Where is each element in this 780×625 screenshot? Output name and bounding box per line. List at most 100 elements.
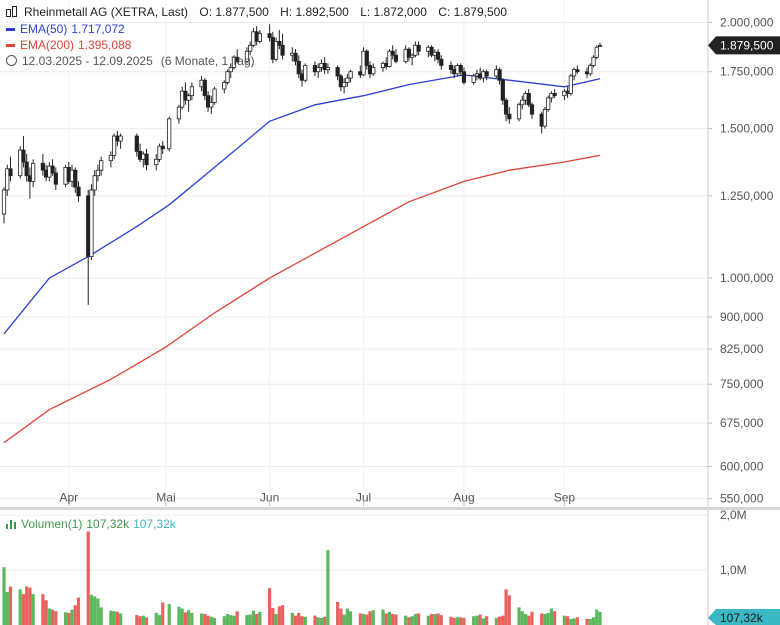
candle (497, 67, 502, 85)
volume-bar (255, 614, 259, 625)
candle-body (568, 75, 573, 94)
candle (157, 143, 162, 163)
volume-bar (99, 607, 103, 625)
volume-bar (553, 611, 557, 625)
volume-bar (225, 614, 230, 625)
date-range-legend[interactable]: 12.03.2025 - 12.09.2025 (6 Monate, 1 Tag) (6, 53, 255, 69)
candle-body (186, 95, 191, 101)
candle (387, 49, 392, 68)
volume-bar (119, 613, 123, 625)
candle (53, 167, 58, 190)
ema200-legend[interactable]: EMA(200) 1.395,088 (6, 37, 131, 53)
ema50-line (3, 74, 601, 335)
volume-bar (206, 615, 210, 625)
candle-body (209, 102, 214, 108)
candle-body (235, 56, 240, 62)
candle (209, 95, 214, 115)
candle (1, 187, 7, 224)
candle (160, 141, 165, 155)
candle-body (8, 168, 13, 177)
candle-body (588, 65, 593, 75)
candle (591, 55, 596, 68)
volume-bar (41, 594, 45, 625)
candle-body (516, 104, 522, 120)
volume-bar (336, 601, 340, 625)
volume-bar (70, 609, 74, 625)
volume-bar (180, 608, 184, 625)
candle-body (387, 50, 392, 67)
high-value: H: 1.892,500 (280, 5, 349, 19)
volume-bar (303, 616, 307, 625)
chart-title-legend: Rheinmetall AG (XETRA, Last) O: 1.877,50… (6, 4, 507, 20)
candle (507, 107, 512, 124)
candle-body (248, 44, 253, 52)
last-price-label: 1.879,500 (720, 38, 774, 52)
candle-body (167, 118, 172, 150)
volume-bar (345, 608, 349, 625)
candle (89, 184, 94, 261)
candle-body (390, 50, 395, 56)
candle-body (416, 44, 421, 52)
volume-bar (439, 615, 443, 625)
candle-body (439, 58, 444, 66)
candle-body (322, 62, 327, 71)
volume-bar (96, 598, 100, 625)
volume-bar (203, 614, 207, 625)
volume-label: Volumen(1) (21, 517, 83, 531)
candle (228, 63, 233, 79)
y-tick-label: 750,000 (720, 377, 764, 391)
volume-bar (433, 614, 437, 625)
candle (273, 37, 279, 62)
candle-body (458, 65, 463, 73)
candle (571, 67, 577, 81)
volume-bar (183, 612, 187, 625)
candle (277, 29, 282, 50)
volume-bar (387, 611, 392, 625)
volume-bar (449, 616, 453, 625)
ema50-legend[interactable]: EMA(50) 1.717,072 (6, 21, 125, 37)
ema50-label: EMA(50) (20, 22, 68, 36)
candle-body (134, 135, 139, 152)
candle-body (371, 67, 376, 75)
candle (189, 82, 194, 101)
ema200-path (3, 154, 601, 444)
y-tick-label: 1.250,000 (720, 189, 774, 203)
candle-body (335, 67, 340, 77)
volume-legend[interactable]: Volumen(1) 107,32k 107,32k (6, 516, 176, 532)
volume-bar (161, 602, 165, 625)
candle (231, 55, 237, 70)
candle-body (575, 69, 580, 73)
candle-body (406, 48, 411, 58)
candlestick-series (1, 24, 603, 305)
volume-bar (365, 614, 369, 625)
volume-bar (598, 611, 602, 625)
candle (348, 69, 353, 83)
candle-body (410, 54, 415, 58)
volume-bar (517, 607, 521, 625)
candle (108, 151, 113, 168)
y-tick-label: 1.000,000 (720, 271, 774, 285)
volume-bar (523, 614, 528, 625)
volume-bar (277, 606, 281, 625)
y-tick-label: 550,000 (720, 492, 764, 506)
candle (21, 136, 26, 168)
candle-body (303, 65, 308, 81)
candle-body (53, 172, 58, 185)
volume-bar (274, 614, 278, 625)
y-tick-label: 1.500,000 (720, 122, 774, 136)
candle (280, 33, 285, 60)
volume-bar (530, 611, 534, 625)
volume-bar (47, 608, 51, 625)
candle-body (1, 189, 7, 215)
volume-bar (93, 596, 97, 625)
candle (50, 159, 55, 176)
volume-bar (426, 615, 430, 625)
candle (95, 164, 101, 182)
volume-bar (394, 614, 398, 625)
value-tags: 1.879,500 107,32k (708, 36, 780, 625)
candle (316, 63, 321, 79)
volume-bar (520, 611, 524, 625)
candle (40, 154, 45, 176)
candle-body (108, 154, 113, 162)
